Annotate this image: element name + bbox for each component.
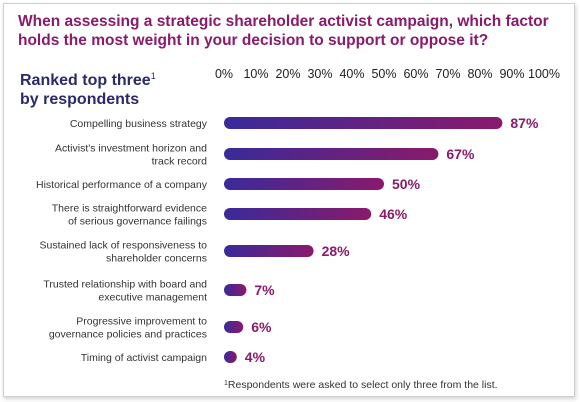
value-label: 87% [510,115,539,131]
value-label: 7% [254,282,275,298]
x-tick-label: 100% [528,67,560,81]
x-tick-label: 60% [403,67,428,81]
x-tick-label: 70% [435,67,460,81]
bar [224,245,314,257]
subtitle-line-2: by respondents [20,91,140,108]
bar-row: Timing of activist campaign 4% [81,349,266,365]
category-label: Compelling business strategy [70,118,208,130]
category-label: Sustained lack of responsiveness to share… [39,240,207,265]
bar [224,148,439,160]
footnote-mark: 1 [224,380,228,387]
category-label: Timing of activist campaign [81,352,207,364]
bar-row: Historical performance of a company 50% [36,176,421,192]
footnote: 1Respondents were asked to select only t… [224,379,498,391]
bar [224,351,237,363]
bar-row: Compelling business strategy 87% [70,115,539,131]
chart-subtitle: Ranked top three1 by respondents [20,67,156,109]
x-tick-label: 40% [339,67,364,81]
bar-row: Trusted relationship with board and execu… [43,279,275,304]
x-tick-label: 0% [215,67,233,81]
value-label: 6% [251,319,272,335]
category-label: Activist's investment horizon and track r… [55,143,207,168]
value-label: 46% [379,206,408,222]
x-tick-label: 80% [467,67,492,81]
chart-card: When assessing a strategic shareholder a… [3,3,575,397]
value-label: 4% [245,349,266,365]
bar-row: Activist's investment horizon and track r… [55,143,475,168]
value-label: 50% [392,176,421,192]
bar [224,284,247,296]
bar-row: Sustained lack of responsiveness to share… [39,240,350,265]
x-tick-label: 50% [371,67,396,81]
category-label: There is straightforward evidence of seri… [52,203,207,228]
subtitle-line-1: Ranked top three [20,72,151,89]
bar [224,117,503,129]
bar [224,178,384,190]
footnote-text: Respondents were asked to select only th… [227,379,498,391]
category-label: Progressive improvement to governance pol… [49,316,207,341]
x-tick-label: 30% [307,67,332,81]
subtitle-footnote-mark: 1 [150,71,156,81]
category-label: Historical performance of a company [36,179,208,191]
value-label: 67% [446,146,475,162]
bar [224,208,372,220]
bar-row: There is straightforward evidence of seri… [52,203,408,228]
x-tick-label: 90% [499,67,524,81]
bar-row: Progressive improvement to governance pol… [49,316,272,341]
x-tick-label: 20% [275,67,300,81]
chart-title: When assessing a strategic shareholder a… [18,13,549,49]
value-label: 28% [322,243,351,259]
bar [224,321,244,333]
category-label: Trusted relationship with board and execu… [43,279,207,304]
x-tick-label: 10% [243,67,268,81]
